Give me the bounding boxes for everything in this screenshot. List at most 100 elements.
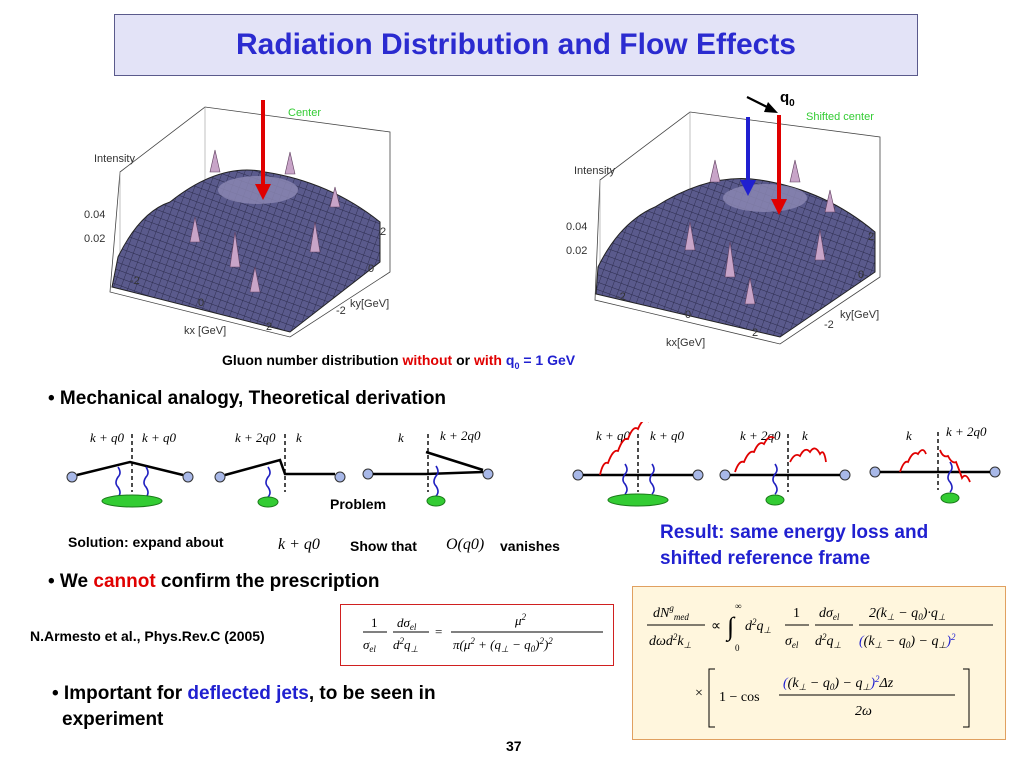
left-z-tick: 0.04	[84, 209, 105, 221]
bullet3-post: , to be seen in	[308, 683, 436, 704]
caption-value: = 1 GeV	[519, 352, 576, 368]
bullet3-deflected-jets: deflected jets	[187, 683, 309, 704]
right-ky-tick: 2	[868, 231, 874, 243]
right-ky-tick: -2	[824, 319, 834, 331]
right-kx-tick: 2	[752, 327, 758, 339]
bullet-deflected-jets: • Important for deflected jets, to be se…	[52, 681, 436, 733]
right-ky-tick: 0	[858, 269, 864, 281]
svg-text:0: 0	[735, 643, 740, 653]
svg-text:dωd2k⊥: dωd2k⊥	[649, 632, 692, 650]
caption-without: without	[402, 352, 453, 368]
right-z-tick: 0.04	[566, 221, 587, 233]
result-text: Result: same energy loss and shifted ref…	[660, 520, 928, 572]
bullet3-line1: • Important for deflected jets, to be se…	[52, 681, 436, 707]
caption-or: or	[452, 352, 474, 368]
diagram-f-label-left: k	[906, 428, 912, 443]
right-ky-label: ky[GeV]	[840, 309, 879, 321]
reference: N.Armesto et al., Phys.Rev.C (2005)	[30, 628, 265, 644]
caption-text: Gluon number distribution	[222, 352, 403, 368]
armesto-formula-box: 1 σel dσel d2q⊥ = μ2 π(μ2 + (q⊥ − q0)2)2	[340, 604, 614, 666]
bullet3-line2: experiment	[62, 709, 164, 730]
diagram-b-label-left: k + 2q0	[235, 430, 276, 445]
right-kx-tick: -2	[616, 291, 626, 303]
armesto-formula: 1 σel dσel d2q⊥ = μ2 π(μ2 + (q⊥ − q0)2)2	[363, 612, 603, 654]
svg-text:σel: σel	[363, 637, 376, 654]
svg-text:dNgmed: dNgmed	[653, 603, 689, 622]
solution-text: Solution: expand about	[68, 534, 224, 550]
svg-text:((k⊥ − q0) − q⊥)2: ((k⊥ − q0) − q⊥)2	[859, 632, 956, 650]
vanishes: vanishes	[500, 538, 560, 554]
svg-text:σel: σel	[785, 634, 799, 650]
bullet-cannot-confirm: • We cannot confirm the prescription	[48, 571, 379, 593]
result-formula: dNgmed dωd2k⊥ ∝ ∫ ∞ 0 d2q⊥ 1 σel dσel d2…	[647, 601, 993, 728]
diagram-f-label-right: k + 2q0	[946, 424, 987, 439]
result-line-2: shifted reference frame	[660, 548, 871, 569]
left-ky-tick: -2	[336, 305, 346, 317]
right-kx-tick: 0	[685, 309, 691, 321]
diagram-c-label-right: k + 2q0	[440, 428, 481, 443]
svg-text:2ω: 2ω	[855, 704, 872, 719]
svg-text:1: 1	[793, 606, 800, 621]
show-that: Show that	[350, 538, 417, 554]
left-kx-tick: -2	[130, 275, 140, 287]
result-formula-box: dNgmed dωd2k⊥ ∝ ∫ ∞ 0 d2q⊥ 1 σel dσel d2…	[632, 586, 1006, 740]
left-z-tick: 0.02	[84, 233, 105, 245]
diagram-a-label-left: k + q0	[90, 430, 125, 445]
right-z-label: Intensity	[574, 165, 615, 177]
diagram-e-label-right: k	[802, 428, 808, 443]
bullet3-pre: • Important for	[52, 683, 188, 704]
show-expr: O(q0)	[446, 536, 485, 553]
bullet2-post: confirm the prescription	[155, 571, 380, 592]
left-z-label: Intensity	[94, 153, 135, 165]
diagram-b-label-right: k	[296, 430, 302, 445]
diagram-group-left: k + q0 k + q0 k + 2q0 k Problem	[66, 430, 386, 512]
slide-title: Radiation Distribution and Flow Effects	[235, 28, 796, 61]
caption-with: with	[473, 352, 502, 368]
diagram-e-label-left: k + 2q0	[740, 428, 781, 443]
diagram-d-label-right: k + q0	[650, 428, 685, 443]
svg-text:1 − cos: 1 − cos	[719, 690, 760, 705]
right-kx-label: kx[GeV]	[666, 337, 705, 349]
diagram-group-right: k + q0 k + q0 k + 2q0 k k k + 2q0	[572, 422, 1001, 507]
left-kx-tick: 0	[198, 297, 204, 309]
svg-text:d2q⊥: d2q⊥	[815, 632, 842, 650]
left-ky-tick: 0	[368, 263, 374, 275]
diagram-d-label-left: k + q0	[596, 428, 631, 443]
svg-text:d2q⊥: d2q⊥	[745, 617, 772, 635]
diagram-c-label-left: k	[398, 430, 404, 445]
q0-label: q0	[780, 89, 795, 109]
svg-text:π(μ2 + (q⊥ − q0)2)2: π(μ2 + (q⊥ − q0)2)2	[453, 636, 553, 654]
svg-text:dσel: dσel	[819, 606, 840, 622]
bullet2-cannot: cannot	[93, 571, 156, 592]
bullet2-pre: • We	[48, 571, 94, 592]
page-number: 37	[506, 738, 522, 754]
bullet-mechanical-analogy: • Mechanical analogy, Theoretical deriva…	[48, 388, 447, 409]
solution-expr: k + q0	[278, 536, 320, 553]
solution-line: Solution: expand about	[68, 534, 224, 550]
left-kx-label: kx [GeV]	[184, 325, 226, 337]
right-surface-plot: q0 Shifted center Intensity 0.04 0.02 -2…	[566, 89, 881, 349]
svg-text:((k⊥ − q0) − q⊥)2Δz: ((k⊥ − q0) − q⊥)2Δz	[783, 674, 894, 692]
svg-text:μ2: μ2	[514, 612, 527, 628]
left-ky-label: ky[GeV]	[350, 298, 389, 310]
right-z-tick: 0.02	[566, 245, 587, 257]
left-kx-tick: 2	[266, 321, 272, 333]
svg-text:d2q⊥: d2q⊥	[393, 636, 419, 654]
svg-text:=: =	[435, 624, 442, 639]
title-box: Radiation Distribution and Flow Effects	[114, 14, 918, 76]
center-label: Center	[288, 107, 321, 119]
shifted-center-label: Shifted center	[806, 111, 874, 123]
result-line-1: Result: same energy loss and	[660, 522, 929, 543]
diagram-a-label-right: k + q0	[142, 430, 177, 445]
caption-q: q	[501, 352, 515, 368]
svg-text:∝: ∝	[711, 619, 721, 634]
svg-text:∞: ∞	[735, 601, 741, 611]
problem-label: Problem	[330, 496, 386, 512]
svg-text:2(k⊥ − q0)·q⊥: 2(k⊥ − q0)·q⊥	[869, 606, 946, 622]
left-ky-tick: 2	[380, 226, 386, 238]
left-surface-plot: Center Intensity 0.04 0.02 -2 0 2 kx [Ge…	[84, 100, 391, 338]
svg-text:×: ×	[695, 686, 703, 701]
caption-q-sub: 0	[514, 360, 520, 371]
svg-text:∫: ∫	[725, 612, 736, 642]
diagram-c: k k + 2q0	[362, 428, 494, 507]
